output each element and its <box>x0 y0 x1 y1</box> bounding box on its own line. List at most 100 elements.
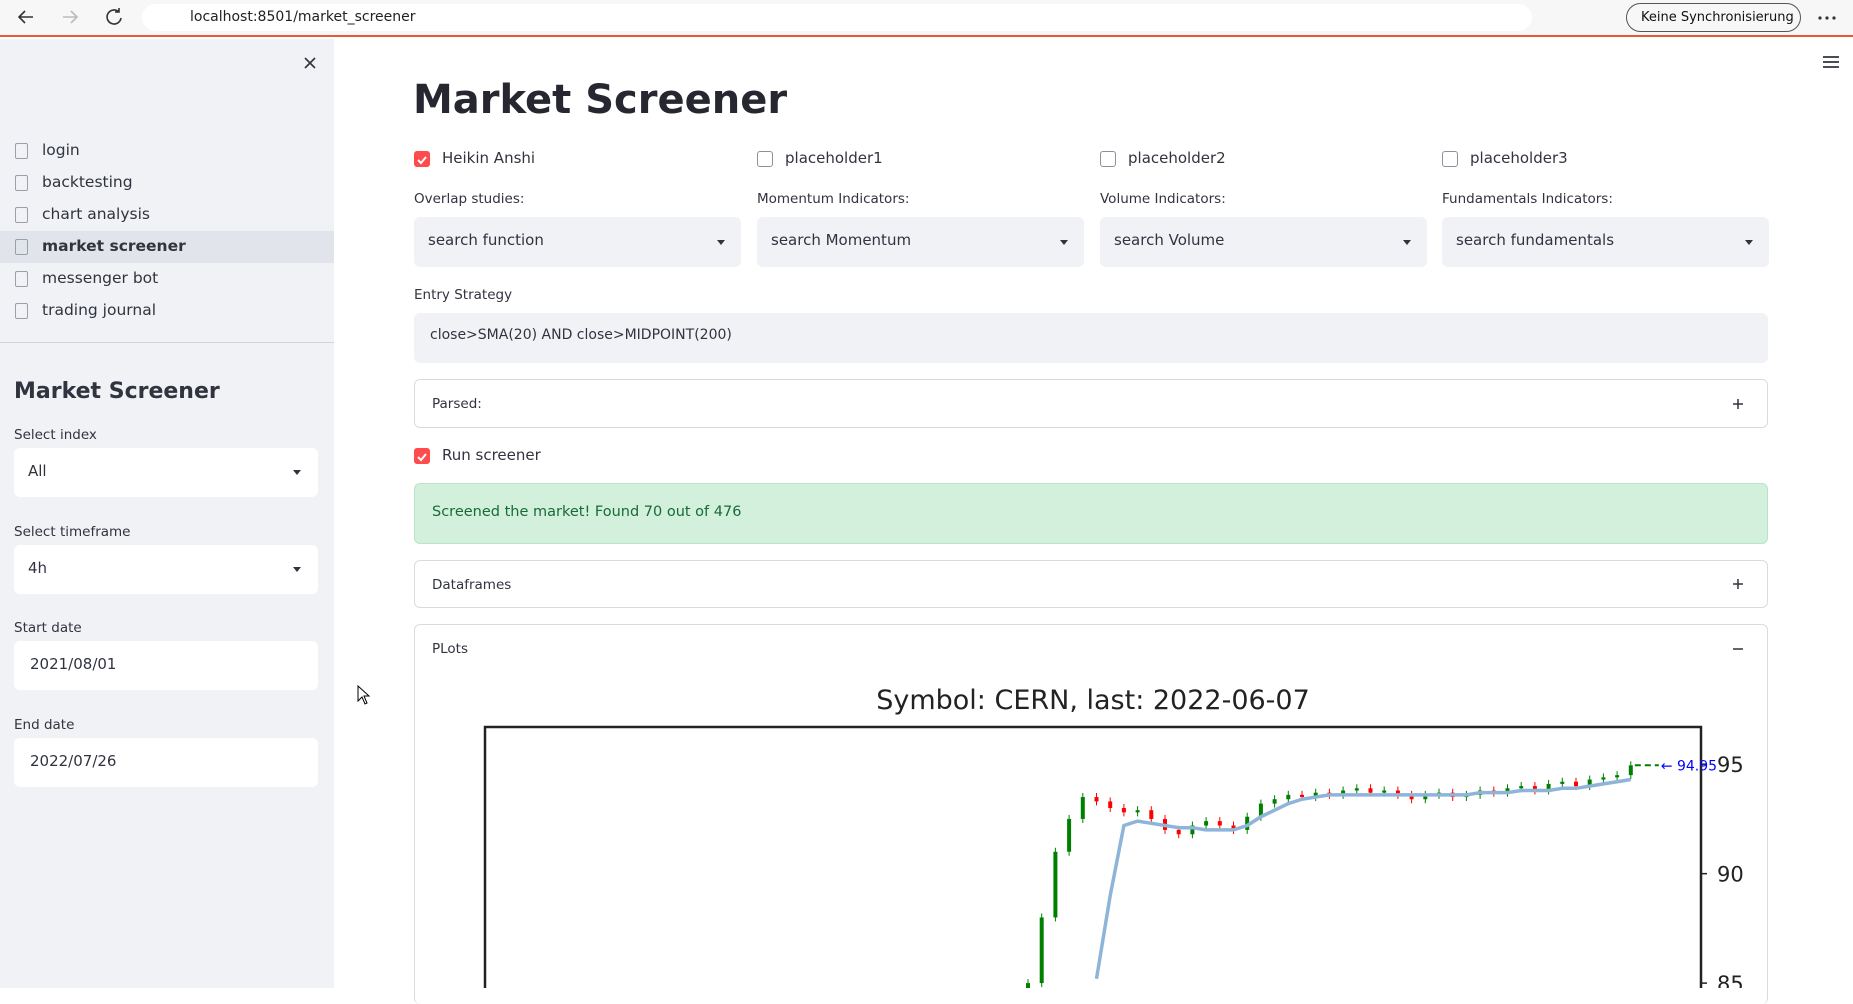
expander[interactable]: Dataframes <box>414 560 1768 608</box>
nav-link[interactable]: market screener <box>0 231 334 263</box>
candle-body <box>1505 788 1510 793</box>
candle-body <box>1176 829 1181 835</box>
plot-frame <box>483 725 1703 988</box>
candle-body <box>1217 821 1222 826</box>
entry-label: Entry Strategy <box>414 287 513 303</box>
y-tick-label: 95 <box>1717 753 1744 777</box>
sync-button[interactable]: Keine Synchronisierung <box>1626 3 1801 32</box>
dropdown-caret <box>293 470 301 475</box>
candle-body <box>1313 792 1318 798</box>
candle-body <box>1532 786 1537 791</box>
hamburger-menu[interactable] <box>1820 52 1842 72</box>
checkbox-label: placeholder2 <box>1128 149 1226 167</box>
dropdown-caret <box>1060 240 1068 245</box>
y-tick-label: 85 <box>1717 972 1744 988</box>
candle-body <box>1382 790 1387 793</box>
checkbox-label: Heikin Anshi <box>442 149 536 167</box>
candle-body <box>1231 825 1236 830</box>
collapse-icon <box>1733 648 1743 650</box>
page-icon <box>15 143 28 159</box>
nav-link[interactable]: messenger bot <box>0 263 334 295</box>
candle-body <box>1601 777 1606 780</box>
candle-body <box>1546 783 1551 791</box>
check-mark <box>417 156 427 165</box>
checkbox[interactable] <box>1100 151 1116 167</box>
candle-body <box>1080 797 1085 819</box>
candle-body <box>1067 818 1072 852</box>
candle-body <box>1300 794 1304 798</box>
candle-body <box>1368 788 1373 793</box>
candle-body <box>1519 786 1524 789</box>
dropdown-caret <box>717 240 725 245</box>
entry-input[interactable]: close>SMA(20) AND close>MIDPOINT(200) <box>414 313 1768 363</box>
sidebar-heading: Market Screener <box>14 379 220 404</box>
candle-body <box>1053 851 1058 918</box>
page-icon <box>15 175 28 191</box>
select-label: Overlap studies: <box>414 191 525 207</box>
mouse-cursor <box>357 684 371 705</box>
checkbox[interactable] <box>414 448 430 464</box>
browser-toolbar: localhost:8501/market_screener Keine Syn… <box>0 0 1853 37</box>
candle-body <box>1395 790 1400 795</box>
nav-link[interactable]: trading journal <box>0 295 334 327</box>
check-mark <box>417 453 427 462</box>
page-icon <box>15 239 28 255</box>
expander[interactable]: Parsed: <box>414 379 1768 428</box>
candle-body <box>1341 790 1346 795</box>
nav-buttons[interactable] <box>0 0 140 37</box>
chart: Symbol: CERN, last: 2022-06-07 85 90 95← 94… <box>483 685 1744 988</box>
nav-link[interactable]: login <box>0 135 334 167</box>
candle-body <box>1628 765 1633 776</box>
candle-body <box>1272 799 1277 804</box>
expander[interactable]: PLots <box>414 624 1768 1004</box>
address-bar[interactable] <box>142 4 1532 31</box>
menu-dots[interactable] <box>1812 8 1842 28</box>
candle-body <box>1149 810 1154 819</box>
page-icon <box>15 271 28 287</box>
candle-body <box>1423 794 1428 800</box>
url[interactable]: localhost:8501/market_screener <box>190 9 416 25</box>
checkbox[interactable] <box>757 151 773 167</box>
candle-body <box>1204 821 1209 826</box>
date-input[interactable]: 2021/08/01 <box>14 641 318 690</box>
sma-line <box>1094 777 1632 980</box>
expand-icon <box>1733 398 1743 409</box>
select-box[interactable]: search function <box>414 217 741 267</box>
sidebar: login backtesting chart analysis market scr… <box>0 39 334 988</box>
checkbox-label: placeholder3 <box>1470 149 1568 167</box>
close-sidebar[interactable] <box>300 53 320 73</box>
candle-body <box>1560 781 1565 784</box>
select-box[interactable]: search fundamentals <box>1442 217 1769 267</box>
candle-body <box>1121 807 1126 813</box>
candle-body <box>1258 803 1263 817</box>
checkbox[interactable] <box>1442 151 1458 167</box>
dropdown-caret <box>293 566 301 572</box>
date-input[interactable]: 2022/07/26 <box>14 737 318 787</box>
chart-title: Symbol: CERN, last: 2022-06-07 <box>876 685 1310 716</box>
candle-body <box>1587 779 1592 787</box>
checkbox[interactable] <box>414 151 430 167</box>
last-price-annotation: ← 94.95 <box>1661 758 1717 774</box>
checkbox-label: Run screener <box>442 446 541 464</box>
candle-body <box>1615 775 1620 778</box>
page-title: Market Screener <box>413 77 788 123</box>
select-box[interactable]: All <box>14 448 318 497</box>
dropdown-caret <box>1403 240 1411 245</box>
nav-link[interactable]: chart analysis <box>0 199 334 231</box>
page-icon <box>15 207 28 223</box>
expand-icon <box>1733 579 1743 589</box>
select-box[interactable]: search Volume <box>1100 217 1427 267</box>
select-box[interactable]: 4h <box>14 544 318 594</box>
dropdown-caret <box>1745 240 1753 245</box>
candle-body <box>1135 810 1140 813</box>
candle-body <box>1286 794 1291 800</box>
candle-body <box>1039 917 1044 984</box>
select-box[interactable]: search Momentum <box>757 217 1084 267</box>
candle-body <box>1245 816 1250 830</box>
nav-link[interactable]: backtesting <box>0 167 334 199</box>
field-label: Start date <box>14 620 82 636</box>
candle-body <box>1026 983 1030 988</box>
select-label: Volume Indicators: <box>1100 191 1226 207</box>
candle-body <box>1354 788 1359 791</box>
